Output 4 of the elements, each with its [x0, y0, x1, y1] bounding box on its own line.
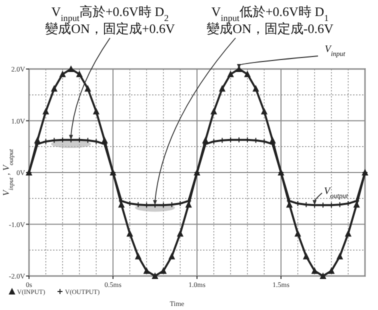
annotation: V$_{output}$ — [324, 186, 350, 200]
annotation: V$_{input}$ — [324, 44, 346, 58]
annotation: V$_{input}$高於+0.6V時 D$_{2}$ 變成ON，固定成+0.6V — [45, 4, 176, 36]
annotation: V$_{input}$低於+0.6V時 D$_{1}$ 變成ON，固定成-0.6V — [206, 4, 334, 36]
